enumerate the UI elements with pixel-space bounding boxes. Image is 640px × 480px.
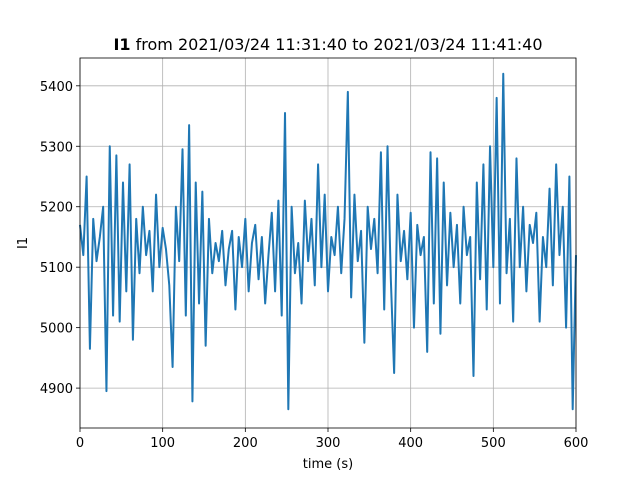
y-tick-label: 5000 bbox=[40, 322, 73, 337]
x-tick-label: 300 bbox=[316, 436, 341, 451]
x-tick-label: 600 bbox=[564, 436, 589, 451]
chart-title: I1 from 2021/03/24 11:31:40 to 2021/03/2… bbox=[113, 35, 542, 54]
y-tick-label: 5300 bbox=[40, 140, 73, 155]
y-tick-label: 5200 bbox=[40, 201, 73, 216]
y-tick-label: 5100 bbox=[40, 261, 73, 276]
x-axis-label: time (s) bbox=[303, 457, 353, 472]
x-tick-label: 0 bbox=[76, 436, 84, 451]
x-tick-label: 100 bbox=[150, 436, 175, 451]
y-axis-label: I1 bbox=[16, 237, 31, 249]
data-line bbox=[79, 72, 577, 411]
y-tick-label: 4900 bbox=[40, 382, 73, 397]
x-tick-label: 400 bbox=[398, 436, 423, 451]
x-tick-label: 200 bbox=[233, 436, 258, 451]
x-tick-label: 500 bbox=[481, 436, 506, 451]
y-tick-label: 5400 bbox=[40, 80, 73, 95]
title-text: from 2021/03/24 11:31:40 to 2021/03/24 1… bbox=[136, 35, 543, 54]
plot-frame bbox=[79, 57, 577, 429]
title-series: I1 bbox=[113, 35, 130, 54]
